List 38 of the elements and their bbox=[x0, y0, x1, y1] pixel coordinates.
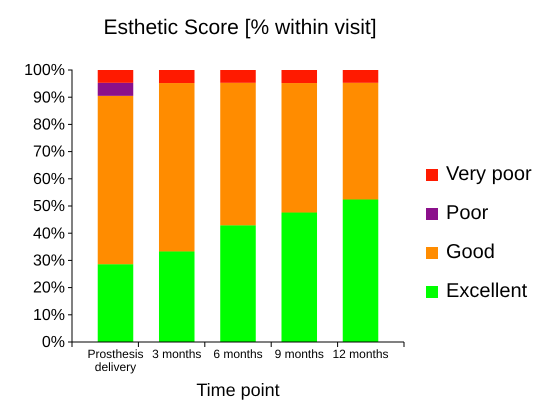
y-tick-label: 80% bbox=[32, 116, 65, 134]
bar bbox=[220, 70, 256, 83]
bar bbox=[98, 96, 134, 264]
x-axis-title: Time point bbox=[196, 380, 280, 400]
bar bbox=[158, 83, 195, 252]
bar bbox=[158, 251, 195, 342]
legend-label: Excellent bbox=[446, 280, 528, 302]
bar bbox=[158, 70, 195, 84]
bar bbox=[281, 212, 318, 342]
x-tick-label: 12 months bbox=[332, 347, 389, 361]
x-tick-label: 6 months bbox=[213, 347, 263, 361]
bar bbox=[342, 199, 378, 342]
chart-title: Esthetic Score [% within visit] bbox=[103, 16, 377, 39]
x-tick-label: 3 months bbox=[152, 347, 202, 361]
bar bbox=[220, 225, 256, 342]
bar bbox=[281, 70, 318, 84]
bar bbox=[281, 83, 318, 213]
y-tick-label: 70% bbox=[32, 144, 65, 161]
y-tick-label: 30% bbox=[32, 252, 65, 270]
y-tick-label: 90% bbox=[32, 89, 65, 106]
bar bbox=[342, 70, 378, 83]
bar bbox=[98, 264, 134, 342]
y-tick-label: 0% bbox=[42, 334, 65, 352]
x-tick-label: Prosthesis delivery bbox=[87, 347, 144, 374]
legend-label: Poor bbox=[446, 202, 489, 224]
y-tick-label: 50% bbox=[32, 198, 65, 216]
y-tick-label: 20% bbox=[32, 280, 65, 297]
x-tick-label: 9 months bbox=[274, 347, 324, 361]
legend-label: Very poor bbox=[446, 163, 532, 185]
y-tick-label: 40% bbox=[32, 225, 65, 242]
legend-label: Good bbox=[446, 241, 495, 263]
bar bbox=[98, 82, 134, 96]
bar bbox=[342, 82, 378, 200]
y-tick-label: 100% bbox=[24, 62, 65, 80]
y-tick-label: 10% bbox=[32, 306, 65, 324]
bar bbox=[220, 82, 256, 226]
bar bbox=[98, 70, 134, 83]
y-tick-label: 60% bbox=[32, 170, 65, 188]
